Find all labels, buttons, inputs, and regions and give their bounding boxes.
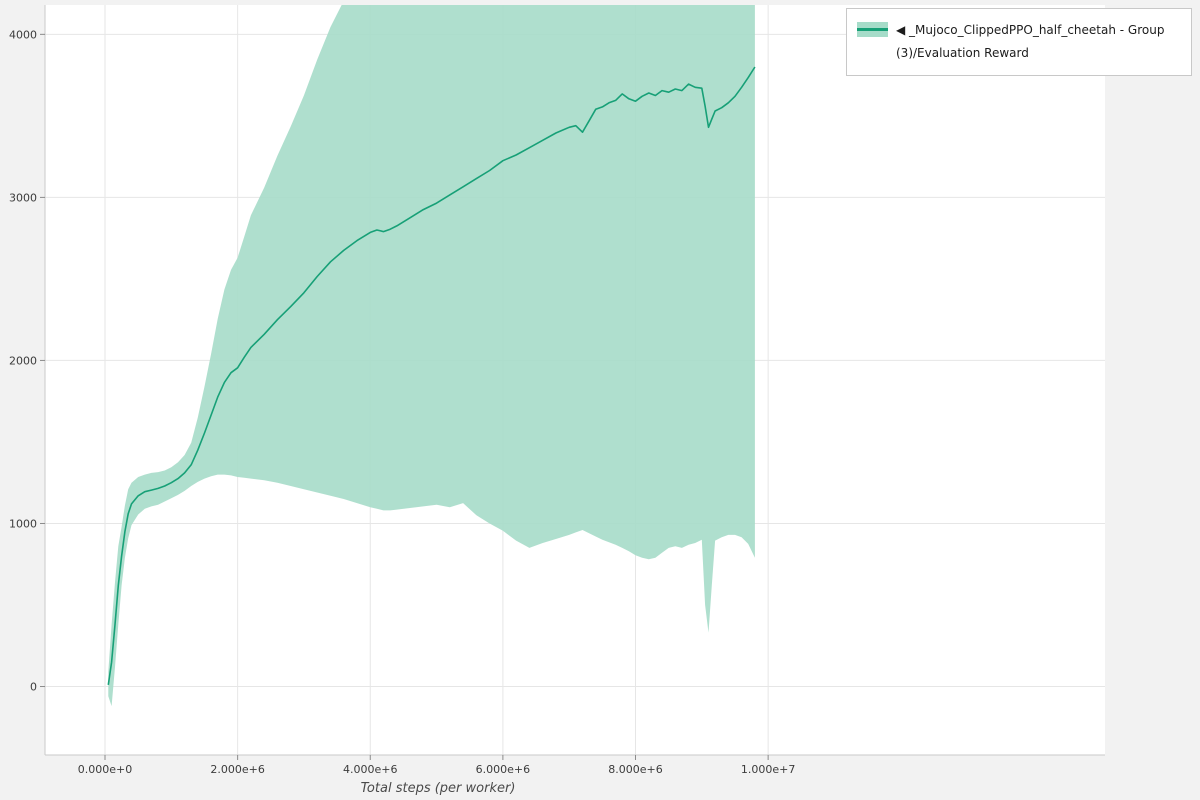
svg-text:1000: 1000 — [9, 517, 37, 530]
svg-text:1.000e+7: 1.000e+7 — [741, 763, 795, 776]
svg-text:0: 0 — [30, 681, 37, 694]
legend-label: ◀ _Mujoco_ClippedPPO_half_cheetah - Grou… — [896, 23, 1165, 60]
svg-text:3000: 3000 — [9, 191, 37, 204]
svg-text:4000: 4000 — [9, 28, 37, 41]
svg-text:2.000e+6: 2.000e+6 — [210, 763, 264, 776]
legend-swatch-band[interactable] — [857, 22, 888, 37]
svg-text:8.000e+6: 8.000e+6 — [608, 763, 662, 776]
svg-text:0.000e+0: 0.000e+0 — [78, 763, 132, 776]
svg-text:6.000e+6: 6.000e+6 — [476, 763, 530, 776]
x-axis-title: Total steps (per worker) — [360, 781, 516, 796]
svg-text:2000: 2000 — [9, 354, 37, 367]
svg-text:4.000e+6: 4.000e+6 — [343, 763, 397, 776]
legend-swatch-line — [857, 28, 888, 31]
legend[interactable]: ◀ _Mujoco_ClippedPPO_half_cheetah - Grou… — [846, 8, 1192, 76]
